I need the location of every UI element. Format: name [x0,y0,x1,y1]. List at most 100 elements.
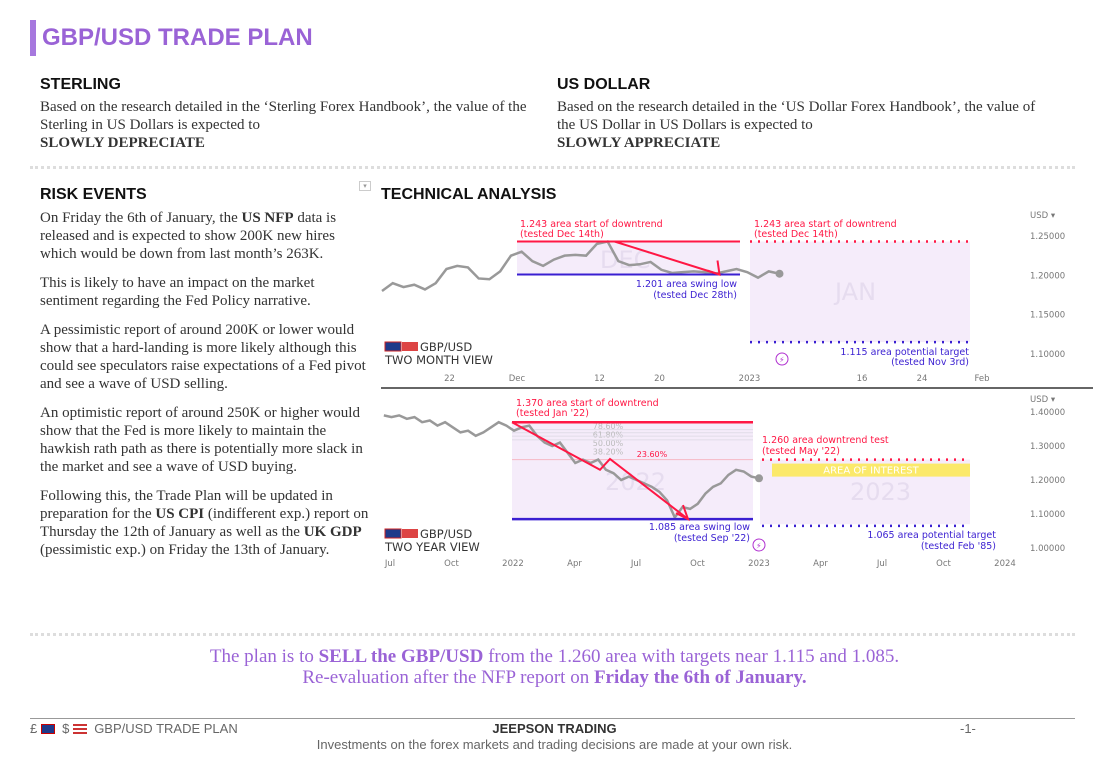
label: (tested Jan '22) [516,408,589,419]
usd-verdict: SLOWLY APPRECIATE [557,135,721,151]
year-watermark: 2023 [850,478,911,506]
label: (tested Feb '85) [921,541,996,552]
area-of-interest [772,463,970,477]
event-icon [752,538,766,552]
page-title: GBP/USD TRADE PLAN [30,20,313,56]
footer-left: £ $ GBP/USD TRADE PLAN [30,721,238,736]
x-tick: 24 [917,374,928,384]
year-watermark: 2022 [605,468,666,496]
chart-subtitle: TWO YEAR VIEW [384,540,480,554]
x-tick: 2024 [994,559,1016,569]
event-icon: ⚡ [756,542,762,551]
risk-heading: RISK EVENTS [40,186,147,203]
y-tick: 1.20000 [1030,271,1065,281]
last-price-dot [775,269,784,278]
uk-flag-icon [384,341,402,352]
label: (tested Dec 14th) [754,229,838,240]
y-tick: 1.10000 [1030,350,1065,360]
x-tick: Jul [876,559,887,569]
x-tick: 20 [654,374,665,384]
risk-paragraph: An optimistic report of around 250K or h… [40,405,363,475]
label: 1.260 area downtrend test [762,435,889,446]
fib-label: 78.60% [593,422,624,431]
y-tick: 1.10000 [1030,510,1065,520]
trend-arrow [614,240,720,276]
label: 1.201 area swing low [636,279,737,290]
x-tick: Oct [444,559,459,569]
plan-summary: The plan is to SELL the GBP/USD from the… [209,646,900,688]
risk-paragraph: A pessimistic report of around 200K or l… [40,322,366,392]
x-tick: 12 [594,374,605,384]
divider [30,633,1075,636]
y-tick: 1.20000 [1030,476,1065,486]
x-tick: 16 [857,374,868,384]
label: (tested Sep '22) [674,533,750,544]
usd-text: Based on the research detailed in the ‘U… [557,99,1036,133]
dropdown-icon[interactable]: ▾ [359,181,371,191]
chart-subtitle: TWO MONTH VIEW [384,353,493,367]
usd-heading: US DOLLAR [557,76,651,93]
label: (tested May '22) [762,446,840,457]
page-number: -1- [960,721,976,736]
x-tick: 2023 [739,374,761,384]
sterling-verdict: SLOWLY DEPRECIATE [40,135,205,151]
area-of-interest-label: AREA OF INTEREST [823,466,919,477]
usd-section: US DOLLAR Based on the research detailed… [557,76,1057,152]
chart-title: GBP/USD [420,340,472,354]
us-flag-icon [402,342,418,351]
x-tick: Apr [813,559,828,569]
x-tick: 2022 [502,559,524,569]
label: 1.085 area swing low [649,522,750,533]
two-year-chart: AREA OF INTEREST 2022 2023 78.60%61.80%50.0… [383,395,1065,569]
uk-flag-icon [40,724,55,734]
label: 1.370 area start of downtrend [516,398,659,409]
price-line [383,414,760,520]
x-tick: Dec [509,374,526,384]
event-icon: ⚡ [779,356,785,365]
label: 1.065 area potential target [867,530,996,541]
y-tick: 1.00000 [1030,544,1065,554]
event-icon [775,352,789,366]
last-price-dot [755,474,763,483]
disclaimer: Investments on the forex markets and tra… [316,737,793,752]
sterling-text: Based on the research detailed in the ‘S… [40,99,527,133]
x-tick: Jul [384,559,395,569]
x-tick: Apr [567,559,582,569]
x-tick: 22 [444,374,455,384]
arrow-head [707,260,721,276]
x-tick: Feb [974,374,989,384]
jan-zone [750,241,970,343]
chart-title: GBP/USD [420,527,472,541]
uk-flag-icon [384,528,402,539]
arrow-head [675,504,690,522]
label: 1.243 area start of downtrend [754,219,897,230]
technical-analysis-heading: TECHNICAL ANALYSIS [381,186,557,203]
fib-label: 50.00% [593,439,624,448]
currency-label: USD ▾ [1030,395,1056,405]
2022-zone [512,422,753,520]
risk-events-section: RISK EVENTS On Friday the 6th of January… [40,186,370,570]
y-tick: 1.15000 [1030,311,1065,321]
us-flag-icon [72,724,87,734]
label: (tested Dec 28th) [653,290,737,301]
footer-brand: JEEPSON TRADING [492,721,617,736]
currency-label: USD ▾ [1030,211,1056,221]
y-tick: 1.25000 [1030,232,1065,242]
risk-paragraph: On Friday the 6th of January, the US NFP… [40,210,337,262]
fib-label: 38.20% [593,448,624,457]
divider [30,166,1075,169]
y-tick: 1.40000 [1030,408,1065,418]
trend-arrow [511,421,689,520]
risk-paragraph: This is likely to have an impact on the … [40,275,315,309]
x-tick: Jul [630,559,641,569]
risk-paragraph: Following this, the Trade Plan will be u… [40,488,369,558]
label: (tested Nov 3rd) [891,357,969,368]
x-tick: 2023 [748,559,770,569]
y-tick: 1.30000 [1030,442,1065,452]
fib-label: 61.80% [593,431,624,440]
footer-divider [30,718,1075,719]
sterling-heading: STERLING [40,76,121,93]
x-tick: Oct [690,559,705,569]
